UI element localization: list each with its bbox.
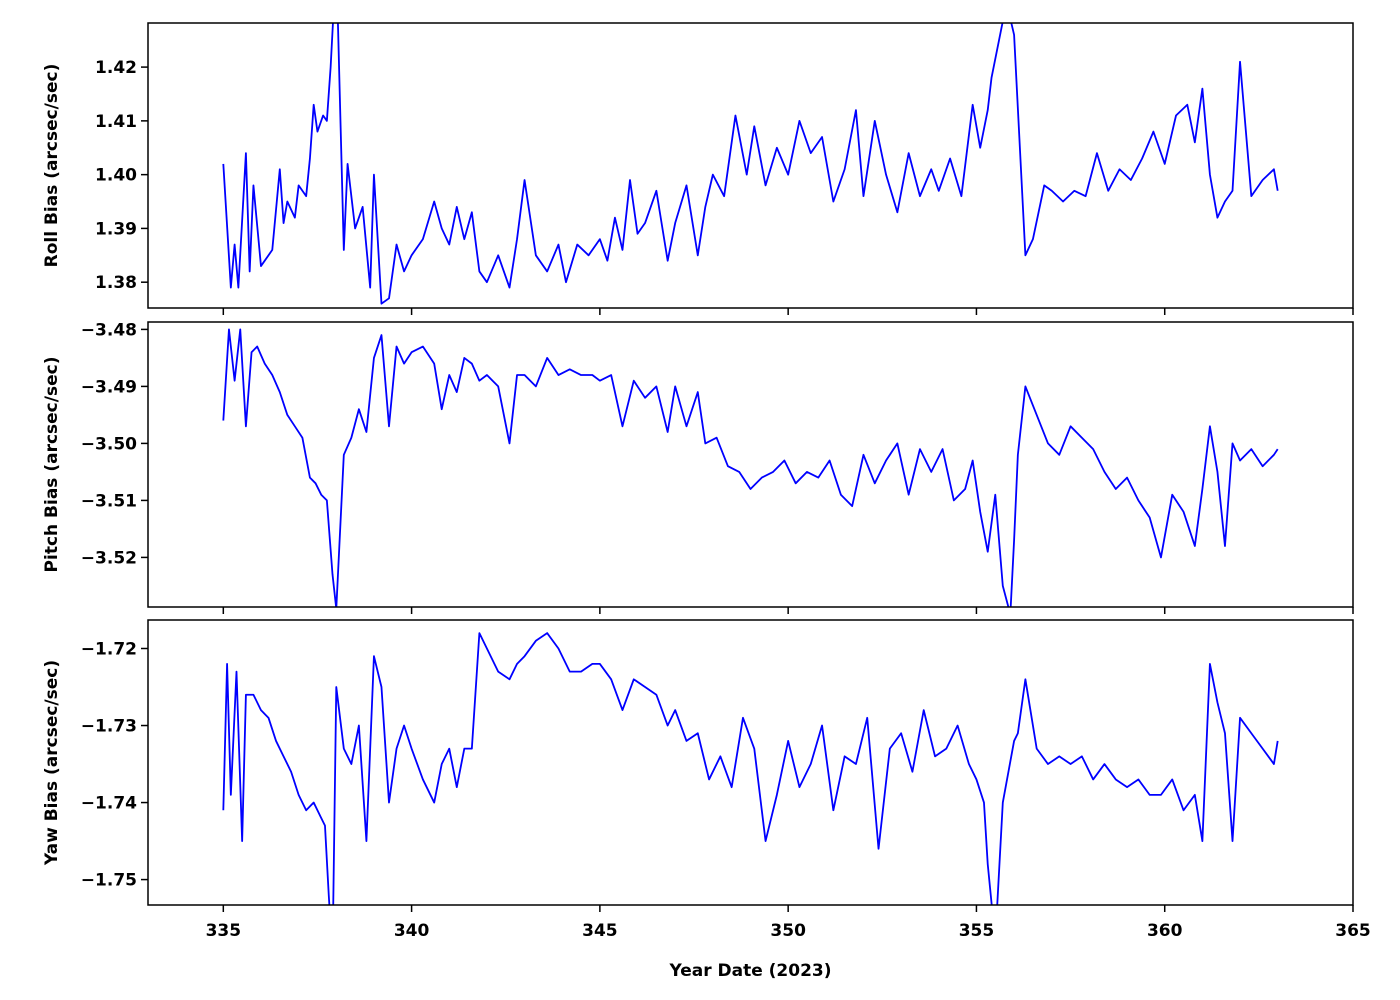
roll-axes-frame: [147, 22, 1354, 309]
x-tick-label: 335: [206, 921, 242, 941]
x-tick-label: 350: [770, 921, 806, 941]
pitch-y-tick-label: −3.49: [81, 377, 137, 397]
pitch-panel: −3.52 −3.51 −3.50 −3.49 −3.48 Pitch Bias (arc…: [42, 320, 1354, 614]
x-tick-label: 360: [1147, 921, 1183, 941]
x-tick-label: 340: [394, 921, 430, 941]
pitch-y-tick-label: −3.51: [81, 491, 137, 511]
roll-y-tick-label: 1.40: [95, 166, 137, 186]
roll-panel: 1.38 1.39 1.40 1.41 1.42 Roll Bias (arcsec/se…: [42, 22, 1354, 315]
x-axis-label: Year Date (2023): [668, 961, 831, 981]
roll-y-tick-label: 1.39: [95, 219, 137, 239]
yaw-panel: −1.75 −1.74 −1.73 −1.72 335 340 345 350 355 360 36…: [42, 619, 1371, 981]
yaw-y-tick-label: −1.72: [81, 640, 137, 660]
x-tick-label: 345: [582, 921, 618, 941]
yaw-axes-frame: [147, 619, 1354, 906]
yaw-y-tick-label: −1.74: [81, 794, 137, 814]
pitch-series-line: [222, 328, 1279, 607]
pitch-y-tick-label: −3.48: [81, 320, 137, 340]
roll-y-tick-label: 1.38: [95, 273, 137, 293]
roll-series-line: [222, 23, 1279, 305]
roll-y-tick-label: 1.42: [95, 58, 137, 78]
yaw-y-tick-label: −1.75: [81, 871, 137, 891]
x-tick-label: 355: [959, 921, 995, 941]
pitch-y-axis-label: Pitch Bias (arcsec/sec): [42, 357, 62, 573]
pitch-y-tick-label: −3.50: [81, 434, 137, 454]
yaw-series-line: [222, 632, 1279, 905]
pitch-y-tick-label: −3.52: [81, 548, 137, 568]
x-tick-label: 365: [1335, 921, 1371, 941]
yaw-y-axis-label: Yaw Bias (arcsec/sec): [42, 660, 62, 866]
roll-y-axis-label: Roll Bias (arcsec/sec): [42, 64, 62, 268]
roll-y-tick-label: 1.41: [95, 112, 137, 132]
pitch-axes-frame: [147, 321, 1354, 608]
yaw-y-tick-label: −1.73: [81, 717, 137, 737]
